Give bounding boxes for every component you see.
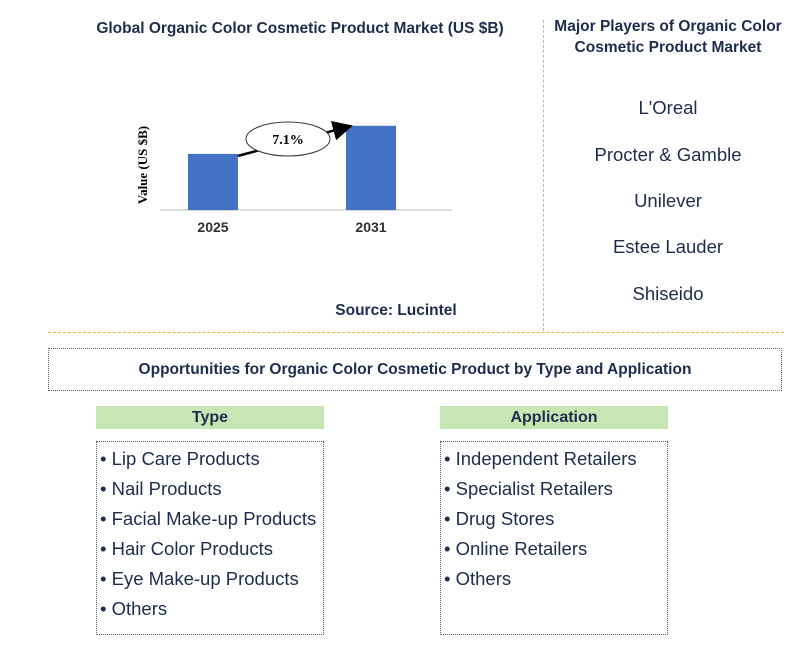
x-tick-label: 2025 — [197, 219, 228, 235]
player-item: Unilever — [634, 190, 702, 211]
horizontal-divider — [48, 332, 784, 333]
bar-2031 — [346, 125, 396, 210]
type-header: Type — [96, 406, 324, 429]
list-item: • Independent Retailers — [444, 448, 637, 469]
list-item: • Lip Care Products — [100, 448, 260, 469]
application-list: • Independent Retailers • Specialist Ret… — [440, 441, 668, 635]
application-header: Application — [440, 406, 668, 429]
player-item: Procter & Gamble — [594, 144, 742, 165]
vertical-divider — [543, 20, 544, 331]
chart-title: Global Organic Color Cosmetic Product Ma… — [96, 20, 504, 37]
player-item: L'Oreal — [638, 97, 698, 118]
type-list: • Lip Care Products • Nail Products • Fa… — [96, 441, 324, 635]
cagr-ellipse — [245, 121, 331, 157]
list-item: • Facial Make-up Products — [100, 508, 317, 529]
list-item: • Others — [100, 598, 168, 619]
y-axis-label: Value (US $B) — [135, 126, 150, 204]
bar-2025 — [188, 153, 238, 210]
list-item: • Drug Stores — [444, 508, 555, 529]
x-tick-label: 2031 — [355, 219, 386, 235]
bar-chart: Value (US $B) 2025 2031 7.1% — [135, 120, 452, 235]
list-item: • Eye Make-up Products — [100, 568, 299, 589]
cagr-label: 7.1% — [272, 133, 304, 148]
list-item: • Hair Color Products — [100, 538, 274, 559]
player-item: Estee Lauder — [612, 236, 724, 257]
list-item: • Online Retailers — [444, 538, 588, 559]
list-item: • Others — [444, 568, 512, 589]
list-item: • Specialist Retailers — [444, 478, 613, 499]
opportunities-title: Opportunities for Organic Color Cosmetic… — [48, 348, 782, 391]
source-label: Source: Lucintel — [335, 302, 457, 319]
list-item: • Nail Products — [100, 478, 222, 499]
players-title: Major Players of Organic Color Cosmetic … — [554, 18, 782, 56]
player-item: Shiseido — [632, 283, 704, 304]
